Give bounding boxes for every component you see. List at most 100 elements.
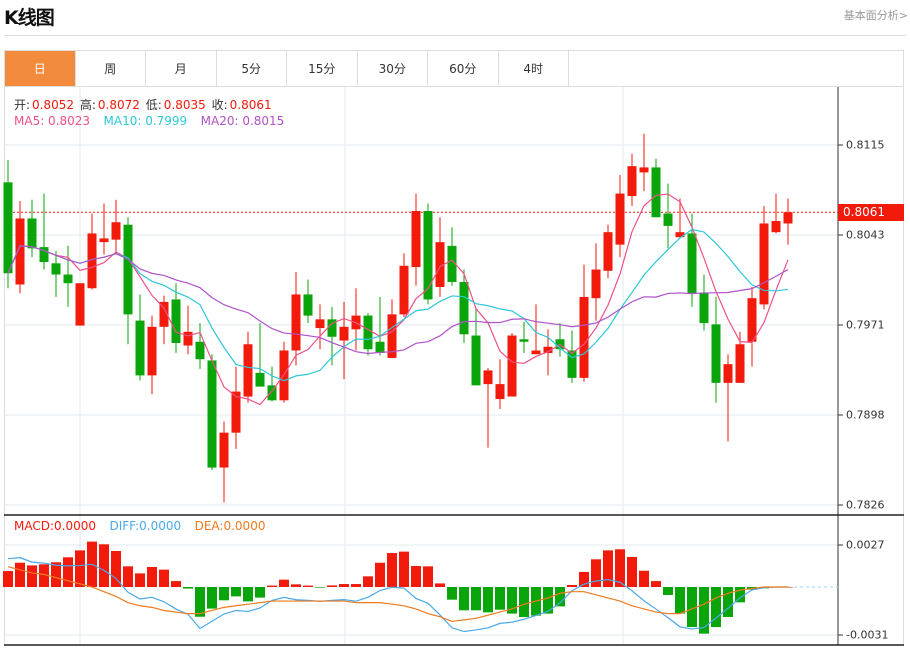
candle-body	[735, 344, 745, 383]
candle-body	[495, 384, 505, 400]
candle-body	[315, 319, 325, 329]
macd-bar	[723, 587, 733, 618]
macd-bar	[555, 587, 565, 607]
ma5-value: MA5: 0.8023	[14, 114, 91, 128]
macd-bar	[303, 585, 313, 587]
macd-info: MACD:0.0000 DIFF:0.0000 DEA:0.0000	[14, 519, 267, 533]
candle-body	[147, 326, 157, 376]
candle-body	[15, 218, 25, 285]
fundamental-analysis-link[interactable]: 基本面分析>	[843, 9, 908, 22]
candle-body	[471, 335, 481, 386]
macd-bar	[135, 573, 145, 587]
candle-body	[747, 298, 757, 342]
macd-bar	[51, 562, 61, 587]
price-tick: 0.8043	[846, 228, 885, 242]
macd-bar	[195, 587, 205, 617]
macd-bar	[339, 584, 349, 587]
macd-bar	[699, 587, 709, 634]
ma20-line	[7, 245, 789, 355]
candle-body	[303, 294, 313, 316]
macd-bar	[39, 564, 49, 587]
candle-body	[615, 193, 625, 245]
macd-bar	[507, 587, 517, 614]
macd-bar	[435, 583, 445, 587]
macd-bar	[603, 550, 613, 587]
ma10-value: MA10: 0.7999	[103, 114, 188, 128]
macd-bar	[75, 550, 85, 587]
macd-bar	[735, 587, 745, 603]
price-tick: 0.7826	[846, 498, 885, 512]
macd-bar	[291, 584, 301, 587]
macd-bar	[663, 587, 673, 595]
macd-bar	[63, 557, 73, 587]
high-label: 高:	[79, 98, 96, 112]
candle-body	[687, 233, 697, 294]
ma10-line	[7, 228, 789, 382]
macd-bar	[471, 587, 481, 611]
macd-bar	[3, 571, 13, 587]
candle-body	[435, 242, 445, 287]
candle-body	[507, 335, 517, 397]
macd-bar	[543, 587, 553, 614]
candle-body	[627, 166, 637, 197]
period-tabs: 日 周 月 5分 15分 30分 60分 4时	[4, 50, 904, 87]
candle-body	[171, 299, 181, 344]
macd-bar	[111, 551, 121, 587]
price-tick: 0.8115	[846, 138, 885, 152]
chart-area	[4, 87, 904, 646]
tab-60min[interactable]: 60分	[428, 51, 499, 86]
candle-body	[543, 346, 553, 353]
macd-bar	[231, 587, 241, 597]
macd-bar	[15, 562, 25, 587]
candle-body	[3, 182, 13, 274]
tab-day[interactable]: 日	[5, 51, 76, 86]
macd-bar	[447, 587, 457, 600]
tab-5min[interactable]: 5分	[217, 51, 287, 86]
candle-body	[363, 315, 373, 350]
macd-tick: -0.0031	[846, 628, 889, 642]
open-label: 开:	[14, 98, 31, 112]
macd-bar	[207, 587, 217, 609]
candle-body	[447, 245, 457, 282]
macd-bar	[423, 566, 433, 587]
candle-body	[243, 344, 253, 397]
close-label: 收:	[211, 98, 228, 112]
tab-4hour[interactable]: 4时	[499, 51, 569, 86]
macd-bar	[99, 544, 109, 587]
open-value: 0.8052	[32, 98, 75, 112]
candle-body	[291, 294, 301, 351]
candle-body	[675, 232, 685, 238]
tab-month[interactable]: 月	[146, 51, 217, 86]
diff-line	[7, 557, 788, 633]
tab-week[interactable]: 周	[76, 51, 146, 86]
macd-bar	[279, 579, 289, 587]
candle-body	[51, 263, 61, 275]
candle-body	[411, 211, 421, 268]
low-value: 0.8035	[163, 98, 206, 112]
candle-body	[711, 324, 721, 383]
candle-body	[63, 274, 73, 284]
candle-body	[591, 269, 601, 299]
price-tick: 0.7898	[846, 408, 885, 422]
candle-body	[759, 223, 769, 305]
candle-body	[459, 281, 469, 335]
candle-body	[219, 432, 229, 468]
candle-body	[531, 350, 541, 355]
price-tick: 0.7971	[846, 318, 885, 332]
macd-bar	[639, 570, 649, 587]
tab-15min[interactable]: 15分	[287, 51, 358, 86]
current-price-tag: 0.8061	[838, 204, 904, 221]
candle-body	[483, 370, 493, 385]
high-value: 0.8072	[97, 98, 140, 112]
candle-body	[27, 218, 37, 249]
tab-30min[interactable]: 30分	[358, 51, 428, 86]
macd-bar	[411, 566, 421, 587]
macd-bar	[123, 566, 133, 587]
candle-body	[99, 238, 109, 243]
candle-body	[195, 341, 205, 360]
macd-bar	[591, 559, 601, 587]
candle-body	[255, 372, 265, 387]
candle-body	[375, 341, 385, 353]
candle-body	[39, 247, 49, 263]
